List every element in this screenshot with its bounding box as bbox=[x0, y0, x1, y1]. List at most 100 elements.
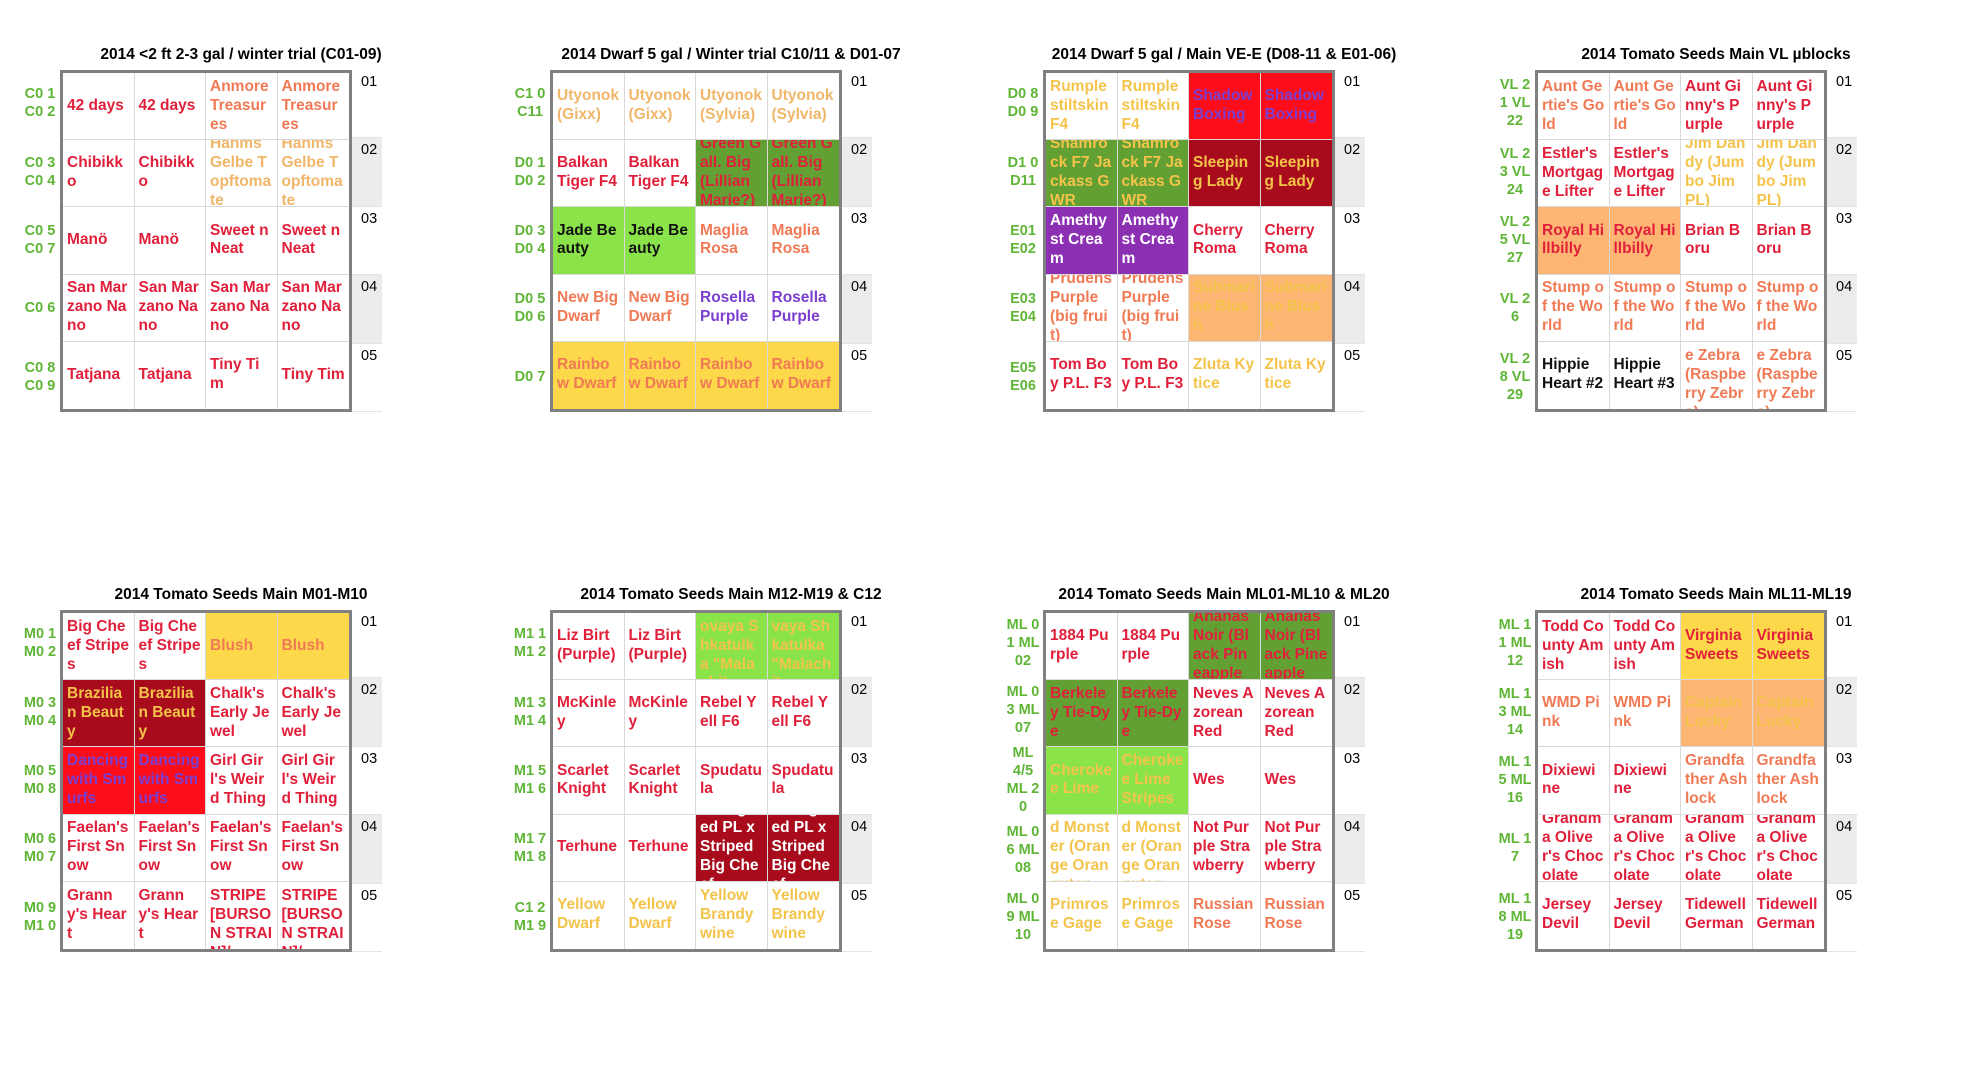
panel-title: 2014 Dwarf 5 gal / Winter trial C10/11 &… bbox=[561, 46, 901, 63]
plant-cell: Neves Azorean Red bbox=[1260, 680, 1332, 748]
bed-code-label: C1 0 C11 bbox=[514, 86, 546, 121]
plant-cell: Cherry Roma bbox=[1260, 207, 1332, 275]
plant-cell: Rebel Yell F6 bbox=[696, 680, 768, 748]
panel-title: 2014 Tomato Seeds Main M12-M19 & C12 bbox=[580, 586, 882, 603]
row-number: 02 bbox=[1335, 678, 1365, 747]
bed-code-label: M0 5 M0 8 bbox=[23, 763, 57, 797]
bed-code-label: D0 7 bbox=[514, 368, 546, 385]
plant-cell: Big Cheef Stripes bbox=[63, 613, 135, 681]
plant-cell: Tatjana bbox=[63, 341, 135, 409]
plant-cell: Dancing with Smurfs bbox=[63, 747, 135, 815]
plant-cell: McKinley bbox=[624, 680, 696, 748]
plant-cell: Maglia Rosa bbox=[696, 207, 768, 275]
plant-cell: Jade Beauty bbox=[624, 207, 696, 275]
plant-cell: Liz Birt (Purple) bbox=[553, 613, 625, 681]
row-number: 01 bbox=[352, 70, 382, 139]
row-number: 01 bbox=[1335, 70, 1365, 139]
plant-cell: Primrose Gage bbox=[1118, 881, 1189, 949]
row-number: 01 bbox=[1335, 610, 1365, 679]
plant-cell: Blush bbox=[277, 613, 349, 681]
plant-cell: INDIAN STRIPE [BURSON STRAIN]/ bbox=[281, 882, 344, 949]
bed-codes-column: M1 1 M1 2 M1 3 M1 4 M1 5 M1 6 M1 7 M1 8 C1 2… bbox=[510, 610, 550, 952]
row-number: 05 bbox=[1335, 344, 1365, 412]
plant-grid: Utyonok (Gixx) Utyonok (Gixx) Utyonok (Syl… bbox=[550, 70, 842, 412]
row-number: 03 bbox=[1335, 207, 1365, 276]
plant-cell: Balkan Tiger F4 bbox=[624, 140, 696, 208]
plant-cell: WMD Pink bbox=[1609, 680, 1681, 748]
plant-cell: Malinowe Zebra (Raspberry Zebra) bbox=[1681, 341, 1753, 409]
row-numbers-column: 01 02 03 04 05 bbox=[352, 70, 382, 412]
plant-cell: Jim Dandy (Jumbo Jim PL) bbox=[1752, 140, 1824, 208]
plant-cell: Jersey Devil bbox=[1610, 881, 1681, 949]
plant-cell: Grandma Oliver's Chocolate bbox=[1538, 814, 1610, 882]
plant-cell: Scarlet Knight bbox=[624, 747, 696, 815]
row-number: 02 bbox=[842, 678, 872, 747]
bed-code-label: ML 18 ML 19 bbox=[1498, 890, 1532, 943]
row-number: 01 bbox=[842, 70, 872, 139]
plant-cell: Jim Dandy (Jumbo Jim PL) bbox=[1681, 140, 1753, 208]
bed-code-label: D0 3 D0 4 bbox=[514, 223, 546, 257]
plant-cell: Sweet n Neat bbox=[277, 207, 349, 275]
bed-codes-column: VL 21 VL 22 VL 23 VL 24 VL 25 VL 27 VL 26 VL… bbox=[1495, 70, 1535, 412]
plant-cell: Berkeley Tie-Dye bbox=[1117, 680, 1189, 748]
plant-cell: Aunt Ginny's Purple bbox=[1752, 73, 1824, 141]
bed-code-label: D1 0 D11 bbox=[1007, 154, 1039, 189]
plant-cell: Brian Boru bbox=[1681, 207, 1753, 275]
bed-code-label: ML 17 bbox=[1498, 831, 1532, 866]
plant-cell: Rainbow Dwarf bbox=[553, 341, 625, 409]
panel-title: 2014 Tomato Seeds Main ML01-ML10 & ML20 bbox=[1058, 586, 1390, 603]
plant-cell: Terhune bbox=[553, 814, 625, 882]
bed-code-label: C0 1 C0 2 bbox=[24, 86, 56, 121]
plant-cell: Manö bbox=[63, 207, 135, 275]
plant-cell: Russian Rose bbox=[1264, 896, 1325, 933]
plant-cell: Hahms Gelbe Topftomate bbox=[206, 140, 278, 208]
plant-cell: Captain Lucky bbox=[1752, 680, 1824, 748]
bed-code-label: C1 2 M1 9 bbox=[513, 899, 547, 934]
plant-cell: Sleeping Lady bbox=[1189, 140, 1261, 208]
plant-cell: 1884 Purple bbox=[1117, 613, 1189, 681]
plant-cell: Big Cheef Stripes bbox=[134, 613, 206, 681]
plant-cell: Yellow Dwarf bbox=[553, 881, 625, 949]
plant-cell: Cherokee Lime Stripes bbox=[1117, 747, 1189, 815]
plant-cell: Jersey Devil bbox=[1538, 881, 1610, 949]
plant-cell: Tiny Tim bbox=[281, 365, 345, 383]
plant-cell: Scarlet Knight bbox=[553, 747, 625, 815]
plant-grid: Liz Birt (Purple)Liz Birt (Purple)Malkhi… bbox=[550, 610, 842, 952]
plant-cell: Jade Beauty bbox=[553, 207, 625, 275]
plant-cell: Anmore Treasures bbox=[277, 73, 349, 141]
plant-cell: Zluta Kytice bbox=[1189, 341, 1261, 409]
plant-cell: Tom Boy P.L. F3 bbox=[1118, 341, 1189, 409]
row-number: 03 bbox=[352, 207, 382, 276]
row-number: 01 bbox=[352, 610, 382, 679]
plant-cell: 42 days bbox=[63, 73, 135, 141]
bed-code-label: ML 15 ML 16 bbox=[1498, 754, 1532, 806]
plant-cell: Shamrock F7 Jackass GWR bbox=[1117, 140, 1189, 208]
bed-code-label: VL 21 VL 22 bbox=[1499, 77, 1531, 130]
plant-cell: Wes bbox=[1260, 747, 1332, 815]
bed-code-label: M1 3 M1 4 bbox=[513, 694, 547, 729]
plant-cell: Not Purple Strawberry bbox=[1260, 815, 1332, 882]
plant-cell: Girl Girl's Weird Thing bbox=[206, 747, 278, 815]
bed-codes-column: ML 11 ML 12 ML 13 ML 14 ML 15 ML 16 ML 17 ML… bbox=[1495, 610, 1535, 952]
plant-cell: Chibikko bbox=[134, 140, 206, 208]
plant-cell: Wes bbox=[1189, 747, 1261, 815]
plant-cell: Chalk's Early Jewel bbox=[206, 680, 278, 748]
row-number: 01 bbox=[1827, 610, 1857, 679]
plant-cell: Malkhitovaya Shkatulka "Malachit bbox=[696, 613, 768, 681]
plant-cell: Flathead Monster (Orange Orangutan bbox=[1046, 814, 1118, 882]
bed-code-label: C0 5 C0 7 bbox=[24, 223, 56, 257]
plant-cell: Grandma Oliver's Chocolate bbox=[1609, 814, 1681, 882]
plant-cell: McKinley bbox=[553, 680, 625, 748]
plant-cell: Blush bbox=[206, 613, 278, 681]
plant-cell: Yellow Dwarf bbox=[625, 881, 696, 949]
plant-cell: Chalk's Early Jewel bbox=[277, 680, 349, 748]
bed-code-label: M0 6 M0 7 bbox=[23, 831, 57, 866]
bed-code-label: ML 01 ML 02 bbox=[1006, 616, 1040, 669]
plant-cell: Faelan's First Snow bbox=[277, 815, 349, 882]
row-number: 03 bbox=[1827, 747, 1857, 816]
bed-code-label: ML 4/5 ML 20 bbox=[1006, 745, 1040, 815]
row-numbers-column: 01 02 03 04 05 bbox=[352, 610, 382, 952]
row-numbers-column: 01 02 03 04 05 bbox=[842, 610, 872, 952]
row-number: 04 bbox=[352, 815, 382, 884]
plant-cell: Maglia Rosa bbox=[767, 207, 839, 275]
